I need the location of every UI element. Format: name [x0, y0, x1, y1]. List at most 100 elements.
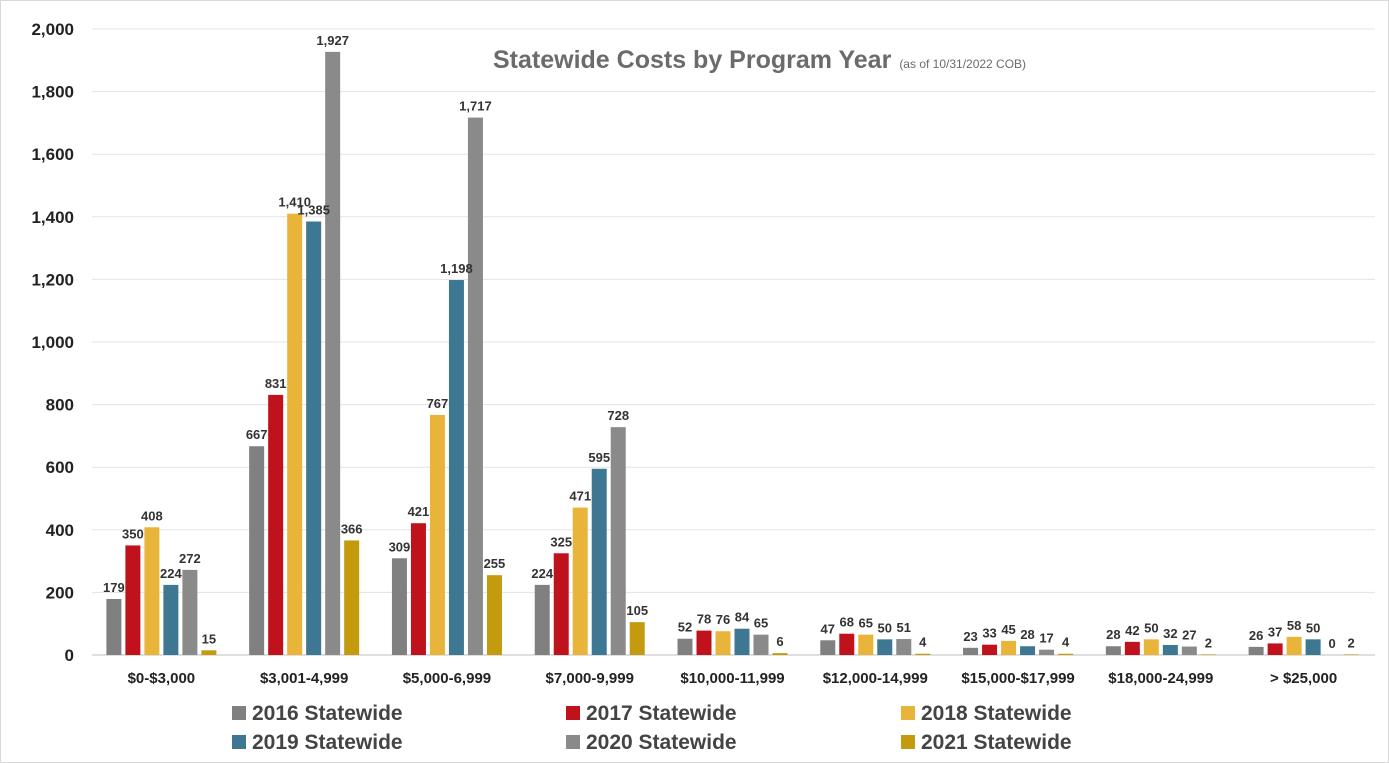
bar	[1039, 649, 1055, 655]
bar	[249, 446, 265, 655]
bar	[629, 622, 645, 655]
data-label: 105	[626, 603, 648, 618]
bar	[772, 653, 788, 655]
data-label: 1,198	[440, 261, 473, 276]
x-tick-label: $0-$3,000	[128, 670, 196, 687]
bar	[534, 584, 550, 655]
bar	[1105, 646, 1121, 655]
bar	[1305, 639, 1321, 655]
legend-swatch	[232, 706, 246, 720]
y-tick-label: 1,000	[31, 333, 74, 352]
data-label: 366	[341, 521, 363, 536]
data-label: 52	[678, 620, 692, 635]
bar	[572, 507, 588, 655]
x-tick-label: $7,000-9,999	[546, 670, 634, 687]
data-label: 37	[1268, 624, 1282, 639]
legend-label: 2020 Statewide	[586, 731, 737, 754]
bar	[1248, 646, 1264, 655]
bar	[753, 634, 769, 655]
data-label: 471	[569, 489, 591, 504]
bar	[287, 213, 303, 656]
bar	[467, 117, 483, 656]
bar	[1267, 643, 1283, 655]
bar	[610, 427, 626, 655]
data-label: 42	[1125, 623, 1139, 638]
data-label: 23	[963, 629, 977, 644]
y-tick-label: 800	[46, 396, 74, 415]
data-label: 1,717	[459, 99, 492, 114]
data-label: 17	[1039, 631, 1053, 646]
data-label: 728	[607, 408, 629, 423]
data-label: 4	[919, 635, 927, 650]
y-tick-label: 200	[46, 583, 74, 602]
data-label: 255	[484, 556, 506, 571]
bar	[553, 553, 569, 655]
data-label: 26	[1249, 628, 1263, 643]
data-label: 831	[265, 376, 287, 391]
data-label: 50	[878, 620, 892, 635]
bar	[715, 631, 731, 655]
y-axis: 0 200 400 600 800 1,000 1,200 1,400 1,600 1,800 2,…	[31, 20, 74, 665]
bar	[448, 280, 464, 655]
bar	[429, 414, 445, 655]
data-label: 272	[179, 551, 201, 566]
data-label: 224	[160, 566, 182, 581]
legend-swatch	[901, 706, 915, 720]
bar	[1143, 639, 1159, 655]
bar	[1124, 641, 1140, 655]
data-label: 15	[202, 631, 216, 646]
bar	[677, 638, 693, 655]
data-label: 224	[531, 566, 553, 581]
legend-swatch	[901, 735, 915, 749]
data-label: 84	[735, 610, 750, 625]
bar	[877, 639, 893, 655]
bar	[896, 639, 912, 655]
y-tick-label: 0	[65, 646, 74, 665]
bar	[106, 598, 122, 655]
y-tick-label: 1,200	[31, 270, 74, 289]
legend-swatch	[232, 735, 246, 749]
data-label: 1,927	[316, 33, 349, 48]
bar	[163, 584, 179, 655]
x-tick-label: $10,000-11,999	[680, 670, 784, 687]
bar	[410, 523, 426, 655]
chart-title: Statewide Costs by Program Year (as of 10…	[493, 46, 1026, 74]
x-tick-label: $3,001-4,999	[260, 670, 348, 687]
y-tick-label: 2,000	[31, 20, 74, 39]
y-tick-label: 600	[46, 458, 74, 477]
data-label: 2	[1205, 635, 1212, 650]
x-tick-label: $12,000-14,999	[823, 670, 928, 687]
bar	[820, 640, 836, 655]
bars	[106, 51, 1359, 656]
chart-title-main: Statewide Costs by Program Year	[493, 46, 892, 74]
data-label: 309	[389, 539, 411, 554]
data-label: 27	[1182, 628, 1196, 643]
data-labels: 179350408224272156678311,4101,3851,92736…	[103, 33, 1355, 651]
y-tick-label: 1,800	[31, 83, 74, 102]
bar	[144, 527, 160, 655]
data-label: 1,385	[297, 202, 330, 217]
data-label: 0	[1328, 636, 1335, 651]
chart-subtitle: (as of 10/31/2022 COB)	[899, 57, 1026, 71]
bar	[963, 647, 979, 655]
legend-label: 2019 Statewide	[252, 731, 403, 754]
data-label: 350	[122, 526, 144, 541]
bar	[915, 653, 931, 655]
bar	[839, 633, 855, 655]
bar	[1020, 646, 1036, 655]
data-label: 28	[1106, 627, 1120, 642]
bar	[306, 221, 322, 655]
bar	[344, 540, 360, 655]
bar	[1286, 636, 1302, 655]
data-label: 4	[1062, 635, 1070, 650]
legend-label: 2018 Statewide	[921, 702, 1072, 725]
bar	[268, 394, 284, 655]
x-tick-label: > $25,000	[1270, 670, 1337, 687]
legend-label: 2016 Statewide	[252, 702, 403, 725]
y-tick-label: 1,600	[31, 145, 74, 164]
bar	[325, 51, 341, 655]
bar	[486, 575, 502, 655]
